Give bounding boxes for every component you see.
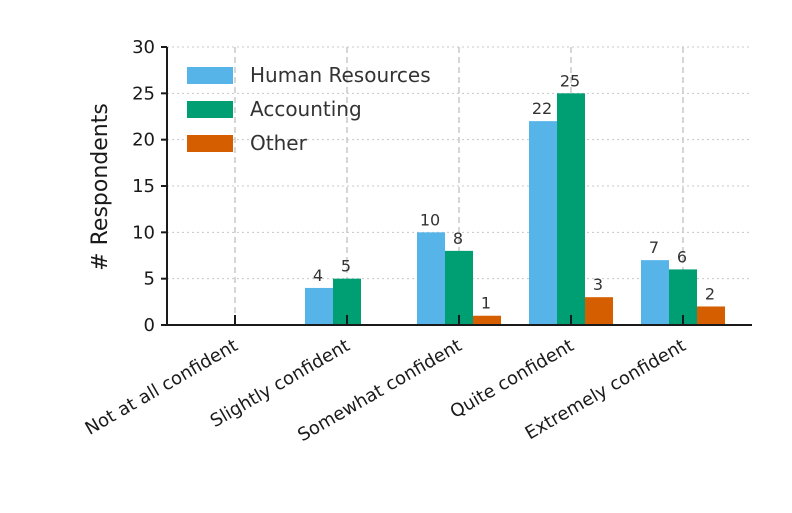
bar-accounting <box>445 250 473 325</box>
axes-layer <box>161 46 752 326</box>
data-label: 8 <box>453 229 463 248</box>
data-label: 22 <box>532 99 552 118</box>
data-label: 10 <box>420 210 440 229</box>
bar-other <box>585 297 613 325</box>
y-tick-label: 20 <box>132 130 155 151</box>
data-label: 7 <box>649 238 659 257</box>
legend-label: Other <box>250 131 308 155</box>
data-label: 4 <box>313 266 323 285</box>
legend-label: Accounting <box>250 97 362 121</box>
bar-accounting <box>557 93 585 325</box>
bar-human-resources <box>305 287 333 325</box>
bar-human-resources <box>641 260 669 325</box>
data-label: 5 <box>341 257 351 276</box>
bar-human-resources <box>417 232 445 325</box>
legend: Human Resources Accounting Other <box>187 63 431 155</box>
y-tick-label: 0 <box>144 315 155 336</box>
data-label: 1 <box>481 294 491 313</box>
data-label: 3 <box>593 275 603 294</box>
bars-layer <box>305 93 725 325</box>
y-tick-label: 30 <box>132 37 155 58</box>
bar-other <box>473 315 501 325</box>
data-label: 6 <box>677 247 687 266</box>
data-label: 2 <box>705 284 715 303</box>
y-axis-title: # Respondents <box>88 103 113 271</box>
legend-swatch-accounting <box>187 101 233 118</box>
y-tick-label: 10 <box>132 222 155 243</box>
y-tick-label: 25 <box>132 83 155 104</box>
y-tick-label: 5 <box>144 269 155 290</box>
y-tick-label: 15 <box>132 176 155 197</box>
legend-swatch-human-resources <box>187 67 233 84</box>
bar-other <box>697 306 725 325</box>
legend-swatch-other <box>187 135 233 152</box>
legend-label: Human Resources <box>250 63 431 87</box>
data-label: 25 <box>560 71 580 90</box>
bar-human-resources <box>529 121 557 325</box>
